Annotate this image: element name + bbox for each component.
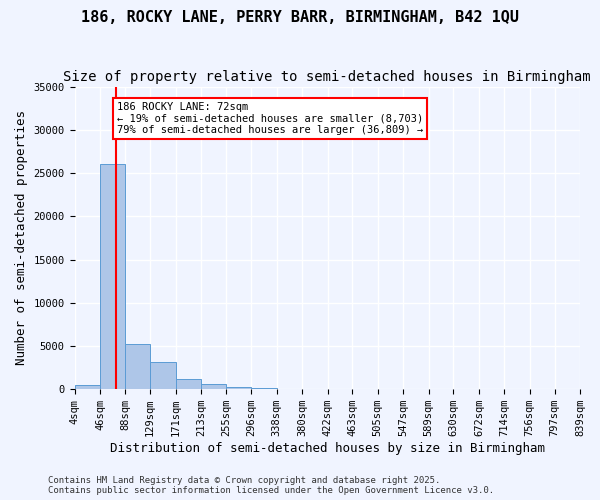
Bar (100, 164, 125, 389)
Bar (150, 362, 176, 389)
Text: 186, ROCKY LANE, PERRY BARR, BIRMINGHAM, B42 1QU: 186, ROCKY LANE, PERRY BARR, BIRMINGHAM,… (81, 10, 519, 25)
Text: 186 ROCKY LANE: 72sqm
← 19% of semi-detached houses are smaller (8,703)
79% of s: 186 ROCKY LANE: 72sqm ← 19% of semi-deta… (117, 102, 423, 136)
X-axis label: Distribution of semi-detached houses by size in Birmingham: Distribution of semi-detached houses by … (110, 442, 545, 455)
Bar (74, 385, 100, 389)
Bar (201, 384, 226, 389)
Y-axis label: Number of semi-detached properties: Number of semi-detached properties (15, 110, 28, 366)
Bar (226, 388, 251, 389)
Bar (176, 379, 201, 389)
Bar (125, 344, 150, 389)
Title: Size of property relative to semi-detached houses in Birmingham: Size of property relative to semi-detach… (64, 70, 591, 84)
Text: Contains HM Land Registry data © Crown copyright and database right 2025.
Contai: Contains HM Land Registry data © Crown c… (48, 476, 494, 495)
Bar (251, 388, 277, 389)
Bar (277, 388, 302, 389)
